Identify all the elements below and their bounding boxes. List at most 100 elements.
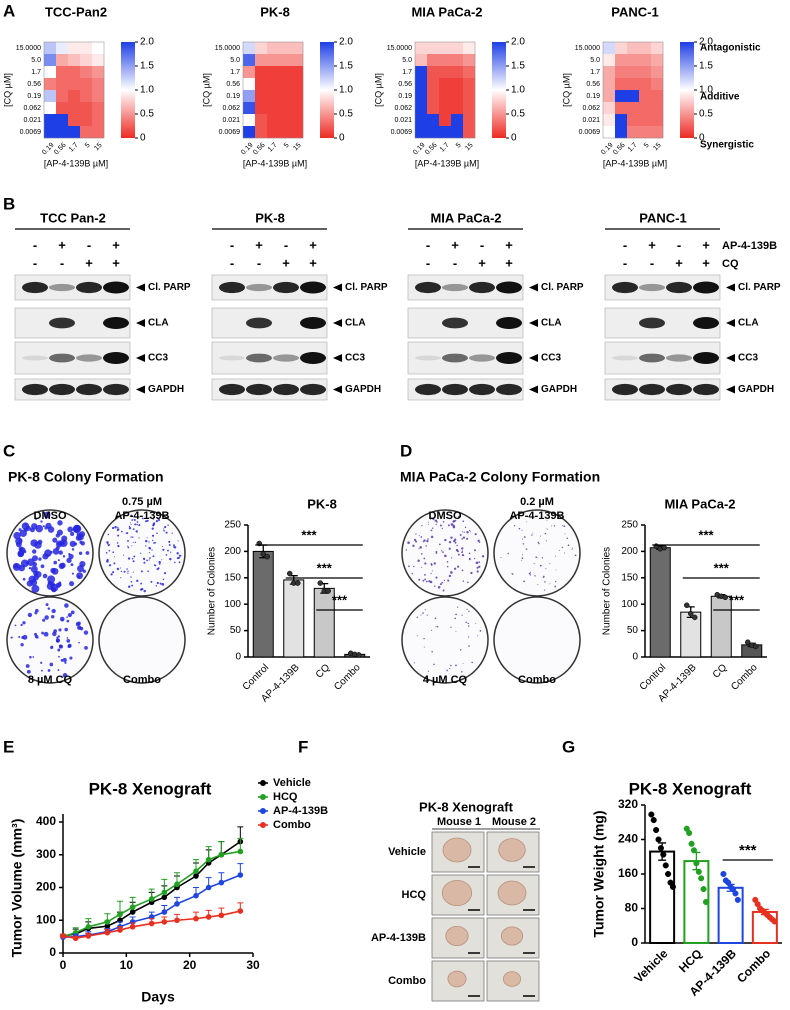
colony-dot <box>417 559 420 563</box>
colony-dot <box>455 664 457 667</box>
colony-dot <box>439 583 442 586</box>
colony-dot <box>405 549 407 551</box>
dish <box>493 596 581 684</box>
colony-dot <box>133 555 136 558</box>
row-label: Vehicle <box>388 846 426 858</box>
colony-dot <box>40 669 43 672</box>
dish <box>98 509 186 597</box>
bar <box>649 850 676 945</box>
blot-arrow <box>333 354 342 362</box>
colony-dot <box>425 545 427 547</box>
heatmap-cell <box>427 42 440 55</box>
heatmap-cell <box>68 102 81 115</box>
heatmap-frame <box>414 41 476 139</box>
colony-dot <box>134 541 137 544</box>
data-point <box>260 551 266 557</box>
colony-dot <box>127 539 129 542</box>
heatmap-cell <box>279 66 292 79</box>
colorbar <box>121 42 135 138</box>
band-label: CC3 <box>345 353 365 364</box>
colony-dot <box>156 581 159 585</box>
colony-dot <box>30 539 38 547</box>
colony-dot <box>140 582 143 585</box>
heatmap-cell <box>651 42 664 55</box>
heatmap-cell <box>439 66 452 79</box>
dish-label: AP-4-139B <box>509 510 564 522</box>
y-tick-label: 0.56 <box>586 81 600 88</box>
heatmap-cell <box>92 54 105 67</box>
colony-dot <box>540 535 542 537</box>
colony-dot <box>424 562 427 565</box>
colony-dot <box>42 573 48 579</box>
heatmap-cell <box>427 78 440 91</box>
bar <box>717 886 744 944</box>
heatmap-cell <box>56 114 69 127</box>
heatmap-cell <box>291 54 304 67</box>
blot-arrow <box>726 283 735 292</box>
series-point <box>193 892 199 899</box>
colony-dot <box>522 543 525 545</box>
colony-dot <box>108 564 112 567</box>
tumor <box>497 880 527 906</box>
colony-dot <box>473 549 476 552</box>
colony-dot <box>157 518 161 521</box>
significance-label: *** <box>332 592 348 607</box>
colony-dot <box>56 529 63 536</box>
dish <box>401 596 489 684</box>
blot-band <box>22 281 48 294</box>
heatmap-cell <box>427 102 440 115</box>
blot-band <box>300 281 326 294</box>
colony-dot <box>436 521 438 523</box>
treatment-sign: + <box>451 237 459 252</box>
colony-dot <box>57 541 62 546</box>
y-axis-label: [CQ µM] <box>373 73 383 107</box>
bar <box>283 579 305 658</box>
series-point <box>129 924 136 930</box>
heatmap-cell <box>44 126 57 139</box>
heatmap-cell <box>615 126 628 139</box>
colony-dot <box>76 572 84 580</box>
chart-title: PK-8 Xenograft <box>89 779 212 798</box>
tumor <box>502 971 522 987</box>
data-point <box>661 544 667 551</box>
blot-band <box>693 281 719 294</box>
treatment-sign: + <box>112 255 120 270</box>
x-tick-label: 15 <box>652 142 663 153</box>
treatment-sign: - <box>677 237 681 252</box>
colony-dot <box>456 550 459 553</box>
bar <box>680 611 702 658</box>
colony-dot <box>523 536 526 538</box>
heatmap-cell <box>651 126 664 139</box>
blot-band <box>49 353 75 363</box>
series-point <box>237 872 244 878</box>
colony-dot <box>554 585 557 588</box>
colony-dot <box>40 661 43 664</box>
heatmap-cell <box>291 102 304 115</box>
colony-dot <box>113 556 115 558</box>
series-point <box>205 914 212 920</box>
blot-band <box>469 281 495 294</box>
colony-dot <box>425 580 428 583</box>
colony-dot <box>47 575 56 584</box>
series-point <box>148 920 155 927</box>
x-tick-label: Combo <box>729 662 760 693</box>
heatmap-cell <box>415 126 428 139</box>
colony-dot <box>558 549 560 551</box>
y-tick-label: 400 <box>36 814 56 828</box>
colony-dot <box>407 541 410 544</box>
colony-dot <box>77 625 82 630</box>
colony-dot <box>106 541 109 544</box>
colony-dot <box>481 555 485 558</box>
heatmap-cell <box>92 78 105 91</box>
colony-dot <box>460 649 462 651</box>
colony-dot <box>72 525 81 534</box>
y-axis-label: [CQ µM] <box>201 73 211 107</box>
colony-dot <box>477 539 480 543</box>
data-point <box>325 588 331 594</box>
heatmap-cell <box>80 102 93 115</box>
heatmap-cell <box>463 114 476 127</box>
colony-dot <box>47 526 55 533</box>
colony-dot <box>176 552 179 555</box>
colony-dot <box>431 517 433 519</box>
colony-dot <box>427 538 429 540</box>
